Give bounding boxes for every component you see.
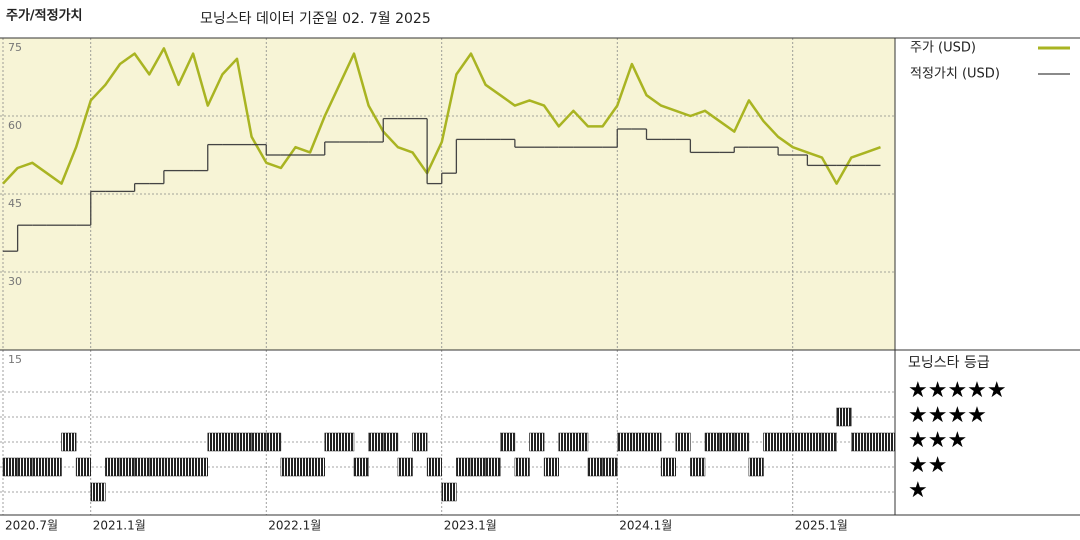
- x-tick-label: 2023.1월: [444, 519, 497, 533]
- x-tick-label: 2021.1월: [93, 519, 146, 533]
- rating-bar: [807, 432, 823, 452]
- rating-bar: [470, 457, 486, 477]
- rating-bar: [61, 432, 77, 452]
- rating-bar: [763, 432, 779, 452]
- rating-bar: [119, 457, 135, 477]
- rating-title: 모닝스타 등급: [908, 355, 990, 371]
- rating-bar: [134, 457, 150, 477]
- rating-bar: [792, 432, 808, 452]
- rating-bar: [149, 457, 165, 477]
- rating-bar: [178, 457, 194, 477]
- chart-title: 주가/적정가치: [6, 8, 83, 24]
- rating-bar: [441, 482, 457, 502]
- rating-bar: [587, 457, 603, 477]
- rating-bar: [163, 457, 179, 477]
- rating-bar: [880, 432, 896, 452]
- rating-level-label: ★★: [908, 453, 947, 478]
- rating-bar: [690, 457, 706, 477]
- rating-bar: [675, 432, 691, 452]
- rating-bar: [222, 432, 238, 452]
- rating-bar: [339, 432, 355, 452]
- chart-subtitle: 모닝스타 데이터 기준일 02. 7월 2025: [200, 11, 431, 27]
- rating-bar: [412, 432, 428, 452]
- rating-bar: [105, 457, 121, 477]
- rating-bar: [368, 432, 384, 452]
- rating-bar: [266, 432, 282, 452]
- rating-bar: [236, 432, 252, 452]
- y-tick-label: 45: [8, 197, 22, 210]
- price-line: [2, 47, 881, 185]
- y-tick-label: 15: [8, 353, 22, 366]
- x-tick-label: 2025.1월: [795, 519, 848, 533]
- x-tick-label: 2022.1월: [268, 519, 321, 533]
- rating-bar: [397, 457, 413, 477]
- rating-level-label: ★★★: [908, 428, 967, 453]
- rating-bar: [529, 432, 545, 452]
- rating-level-label: ★★★★: [908, 403, 987, 428]
- x-tick-label: 2020.7월: [5, 519, 58, 533]
- rating-bar: [617, 432, 633, 452]
- legend-label: 적정가치 (USD): [910, 67, 1000, 82]
- rating-bar: [426, 457, 442, 477]
- rating-bar: [558, 432, 574, 452]
- rating-bar: [646, 432, 662, 452]
- rating-bar: [309, 457, 325, 477]
- rating-bar: [383, 432, 399, 452]
- rating-bar: [734, 432, 750, 452]
- rating-bar: [865, 432, 881, 452]
- rating-level-label: ★: [908, 478, 928, 503]
- rating-bar: [748, 457, 764, 477]
- rating-bar: [192, 457, 208, 477]
- rating-bar: [32, 457, 48, 477]
- rating-bar: [821, 432, 837, 452]
- rating-bar: [17, 457, 33, 477]
- rating-bar: [46, 457, 62, 477]
- rating-bar: [660, 457, 676, 477]
- rating-bar: [704, 432, 720, 452]
- rating-bar: [90, 482, 106, 502]
- legend-label: 주가 (USD): [910, 41, 976, 56]
- y-tick-label: 75: [8, 41, 22, 54]
- rating-bar: [485, 457, 501, 477]
- rating-bar: [456, 457, 472, 477]
- rating-bar: [75, 457, 91, 477]
- rating-bar: [514, 457, 530, 477]
- y-tick-label: 30: [8, 275, 22, 288]
- rating-bar: [295, 457, 311, 477]
- rating-bar: [2, 457, 18, 477]
- marks: [2, 47, 896, 502]
- rating-bar: [280, 457, 296, 477]
- rating-bar: [251, 432, 267, 452]
- rating-bar: [602, 457, 618, 477]
- rating-bar: [851, 432, 867, 452]
- rating-level-label: ★★★★★: [908, 378, 1007, 403]
- x-tick-label: 2024.1월: [619, 519, 672, 533]
- rating-bar: [353, 457, 369, 477]
- rating-bar: [836, 407, 852, 427]
- rating-bar: [777, 432, 793, 452]
- rating-bar: [543, 457, 559, 477]
- rating-bar: [324, 432, 340, 452]
- rating-bar: [573, 432, 589, 452]
- rating-bar: [500, 432, 516, 452]
- rating-bar: [719, 432, 735, 452]
- y-tick-label: 60: [8, 119, 22, 132]
- rating-bar: [207, 432, 223, 452]
- rating-bar: [631, 432, 647, 452]
